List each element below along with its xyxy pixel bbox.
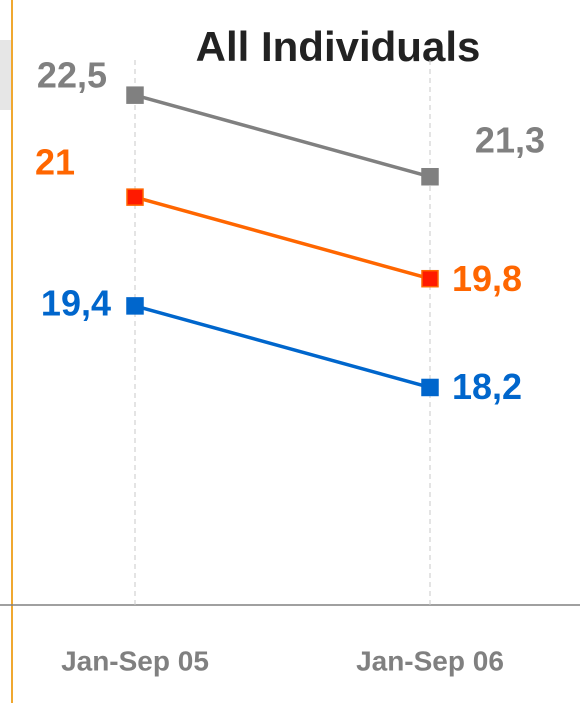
marker <box>126 86 144 104</box>
chart-title: All Individuals <box>196 23 481 70</box>
x-tick-label: Jan-Sep 06 <box>356 645 504 676</box>
data-label: 19,4 <box>41 282 111 323</box>
marker <box>126 297 144 315</box>
data-label: 21 <box>35 142 75 183</box>
data-label: 18,2 <box>452 366 522 407</box>
data-label: 22,5 <box>37 55 107 96</box>
series-line <box>134 93 431 179</box>
series-line <box>134 195 431 281</box>
series-line <box>134 304 431 390</box>
marker <box>421 378 439 397</box>
marker <box>421 269 439 288</box>
marker <box>126 188 144 206</box>
data-label: 19,8 <box>452 258 522 299</box>
x-tick-label: Jan-Sep 05 <box>61 645 209 676</box>
data-label: 21,3 <box>475 119 545 160</box>
decor-band <box>0 40 12 110</box>
marker <box>421 167 439 186</box>
